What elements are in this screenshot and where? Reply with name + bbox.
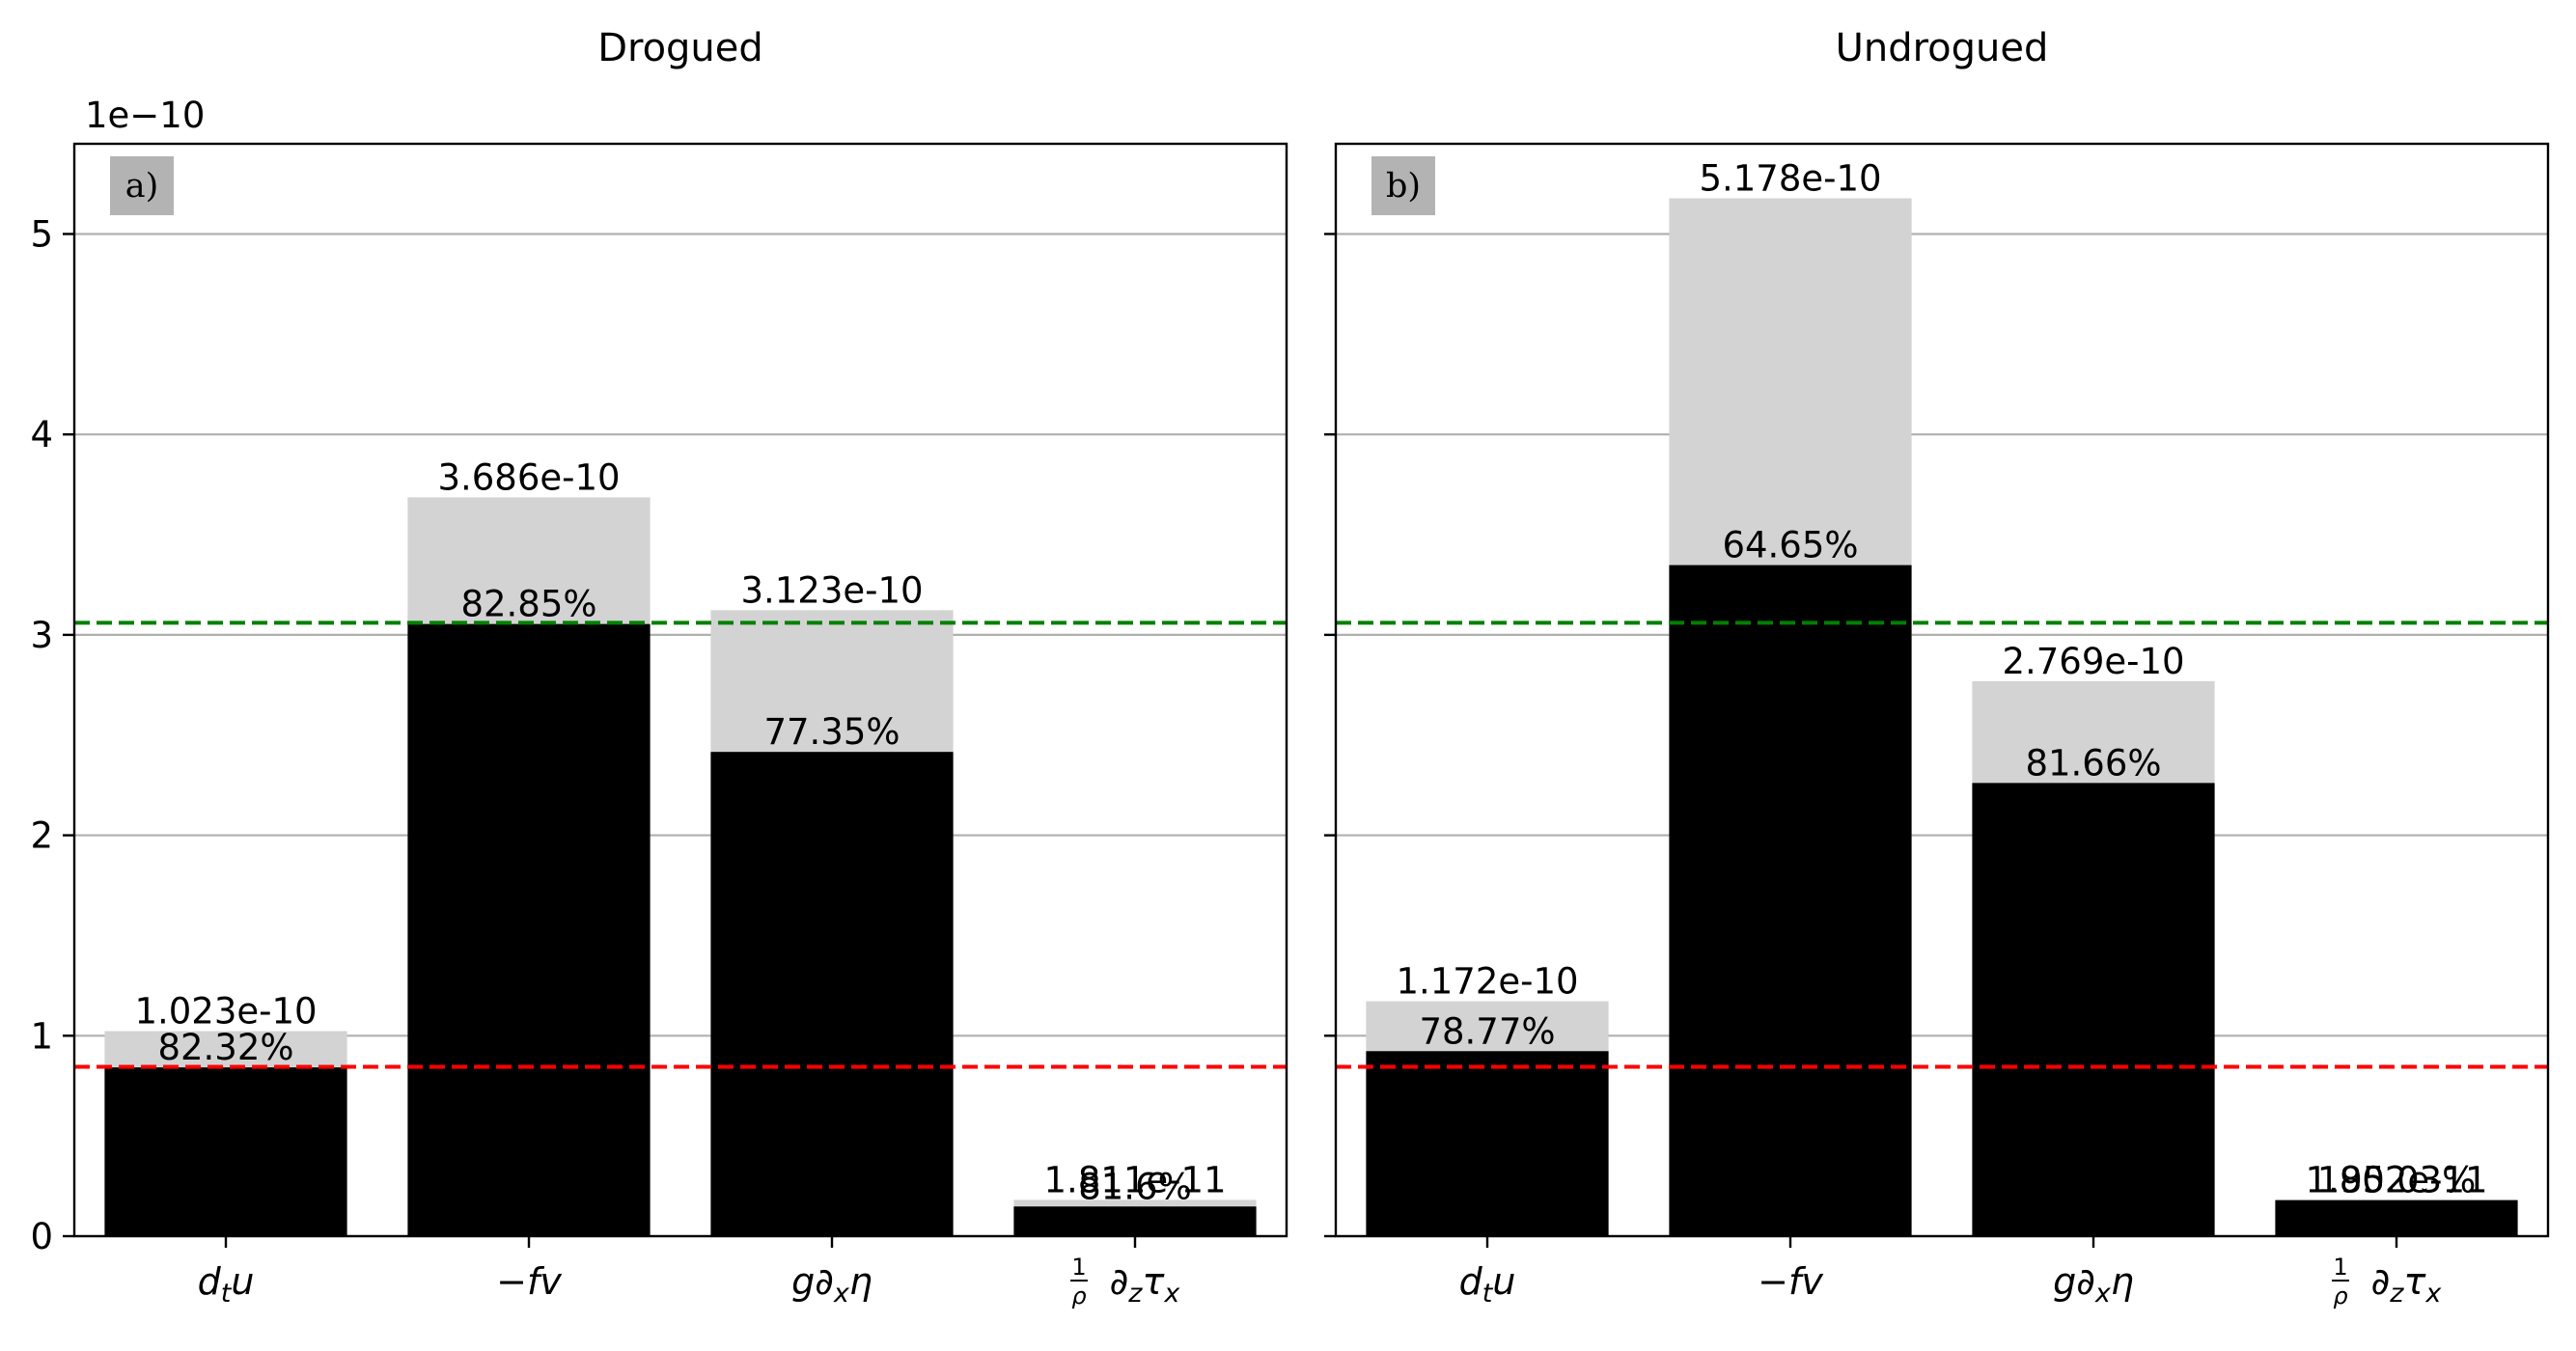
bar-value-label: 1.172e-10: [1396, 961, 1578, 1003]
panel-label: b): [1386, 167, 1421, 206]
x-tick-label: dtu: [1459, 1260, 1516, 1309]
panel-undrogued: 1.172e-10 5.178e-10 2.769e-10 1.802e-11 78.7…: [1324, 26, 2550, 1310]
bar-percent-label: 82.85%: [460, 584, 596, 625]
category-label-text: g∂xη: [791, 1260, 873, 1309]
bar-fraction-1: [407, 623, 651, 1236]
fraction-numerator: 1: [1071, 1254, 1086, 1281]
bar-fraction-3: [2275, 1199, 2518, 1236]
axes-frame: [1334, 142, 2550, 1238]
bar-value-label: 3.686e-10: [437, 456, 620, 498]
fraction-denominator: ρ: [1071, 1282, 1086, 1310]
bar-fraction-2: [1972, 783, 2215, 1236]
category-label-text: ∂zτx: [1110, 1260, 1181, 1309]
bar-percent-label: 64.65%: [1722, 525, 1858, 566]
bar-percent-label: 77.35%: [763, 711, 900, 753]
bar-fraction-2: [710, 752, 954, 1236]
category-label-text: g∂xη: [2053, 1260, 2134, 1309]
y-tick-label: 5: [30, 213, 53, 255]
panel-title: Undrogued: [1836, 26, 2049, 70]
category-label-text: ∂zτx: [2371, 1260, 2443, 1309]
x-tick-label: −fv: [496, 1260, 562, 1303]
panel-title: Drogued: [597, 26, 763, 70]
fraction-denominator: ρ: [2333, 1282, 2347, 1310]
x-tick-label: g∂xη: [791, 1260, 873, 1309]
x-tick-label: 1ρ ∂zτx: [2332, 1254, 2442, 1310]
bar-percent-label: 195.03%: [2317, 1160, 2477, 1201]
fraction-numerator: 1: [2333, 1254, 2347, 1281]
panel-drogued: 1.023e-10 3.686e-10 3.123e-10 1.811e-11 82.3…: [30, 26, 1288, 1310]
y-tick-label: 3: [30, 615, 53, 656]
y-tick-label: 4: [30, 414, 53, 455]
bar-percent-label: 81.66%: [2025, 742, 2161, 784]
category-label-text: −fv: [1758, 1260, 1823, 1303]
bar-fraction-3: [1013, 1206, 1257, 1236]
x-tick-label: 1ρ ∂zτx: [1070, 1254, 1180, 1310]
y-offset-label: 1e−10: [85, 95, 205, 136]
y-tick-label: 1: [30, 1015, 53, 1057]
bar-value-label: 1.811e-11: [1043, 1159, 1226, 1200]
category-label-text: dtu: [198, 1260, 255, 1309]
bar-percent-label: 81.6%: [1078, 1166, 1192, 1207]
category-label-text: dtu: [1459, 1260, 1516, 1309]
x-tick-label: dtu: [198, 1260, 255, 1309]
bar-fraction-0: [104, 1067, 347, 1236]
bar-fraction-0: [1366, 1051, 1609, 1236]
panel-label: a): [125, 167, 159, 206]
x-tick-label: −fv: [1758, 1260, 1823, 1303]
bar-value-label: 1.023e-10: [134, 991, 317, 1033]
bar-value-label: 1.802e-11: [2305, 1160, 2487, 1201]
panel-label-box: [1371, 156, 1435, 215]
y-tick-label: 2: [30, 815, 53, 857]
bar-percent-label: 78.77%: [1419, 1010, 1555, 1052]
bar-value-label: 5.178e-10: [1699, 157, 1881, 199]
category-label-text: −fv: [496, 1260, 562, 1303]
bar-value-label: 3.123e-10: [740, 569, 923, 611]
bar-value-label: 2.769e-10: [2002, 641, 2184, 682]
y-tick-label: 0: [30, 1216, 53, 1257]
axes-frame: [72, 142, 1288, 1238]
x-tick-label: g∂xη: [2053, 1260, 2134, 1309]
panel-label-box: [110, 156, 174, 215]
bar-fraction-1: [1669, 565, 1912, 1236]
bar-percent-label: 82.32%: [157, 1027, 293, 1068]
